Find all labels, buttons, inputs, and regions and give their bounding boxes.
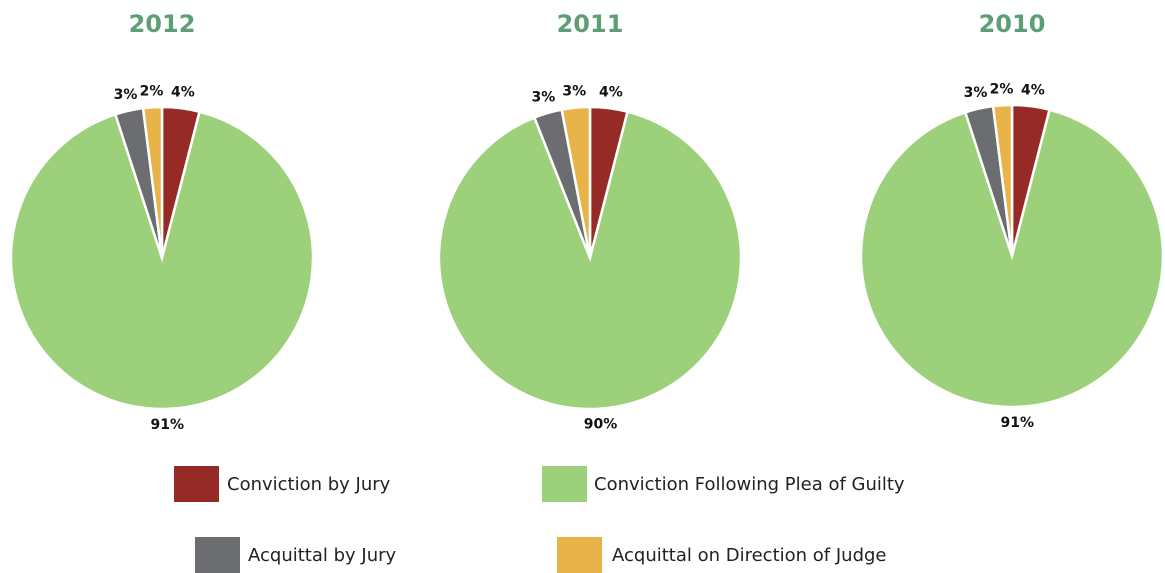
chart-title: 2010 (979, 10, 1046, 38)
legend-swatch (174, 466, 219, 502)
slice-label: 2% (990, 81, 1014, 97)
legend-swatch (542, 466, 587, 502)
legend-swatch (195, 537, 240, 573)
slice-label: 91% (150, 417, 184, 433)
slice-label: 4% (1021, 82, 1045, 98)
slice-label: 90% (584, 417, 618, 433)
slice-label: 91% (1000, 415, 1034, 431)
slice-label: 3% (114, 87, 138, 103)
slice-label: 3% (964, 85, 988, 101)
pie-slice (141, 105, 164, 259)
pie-slice (991, 103, 1014, 257)
legend-swatch (557, 537, 602, 573)
slice-label: 4% (171, 84, 195, 100)
pie-slice (560, 105, 592, 259)
pie-slice (859, 108, 1165, 409)
legend-label: Conviction by Jury (227, 474, 391, 495)
chart-title: 2011 (557, 10, 624, 38)
legend-label: Acquittal on Direction of Judge (612, 545, 887, 566)
chart-title: 2012 (129, 10, 196, 38)
slice-label: 2% (140, 83, 164, 99)
pie-slice (9, 110, 315, 411)
legend-label: Acquittal by Jury (248, 545, 397, 566)
slice-label: 4% (599, 84, 623, 100)
pie-slice (437, 110, 743, 411)
slice-label: 3% (562, 84, 586, 100)
legend-label: Conviction Following Plea of Guilty (594, 474, 905, 495)
slice-label: 3% (532, 90, 556, 106)
